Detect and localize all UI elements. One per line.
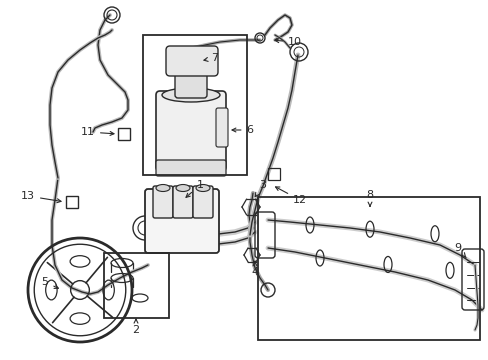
FancyBboxPatch shape [145, 189, 219, 253]
Ellipse shape [176, 185, 190, 192]
Ellipse shape [156, 185, 170, 192]
Text: 11: 11 [81, 127, 114, 137]
Bar [142, 35, 246, 175]
Ellipse shape [162, 88, 220, 102]
FancyBboxPatch shape [153, 186, 173, 218]
Text: 3: 3 [255, 180, 266, 197]
Text: 2: 2 [132, 319, 139, 335]
Text: 1: 1 [185, 180, 203, 197]
Ellipse shape [196, 185, 209, 192]
Text: 7: 7 [203, 53, 218, 63]
Bar [66, 196, 78, 208]
Text: 10: 10 [274, 37, 302, 47]
Text: 9: 9 [453, 243, 465, 258]
FancyBboxPatch shape [156, 91, 225, 171]
FancyBboxPatch shape [193, 186, 213, 218]
Text: 12: 12 [275, 187, 306, 205]
Text: 6: 6 [231, 125, 253, 135]
FancyBboxPatch shape [173, 186, 193, 218]
Text: 5: 5 [41, 277, 58, 288]
FancyBboxPatch shape [165, 46, 218, 76]
Text: 8: 8 [366, 190, 373, 206]
Bar [267, 168, 280, 180]
Bar [104, 253, 169, 318]
FancyBboxPatch shape [156, 160, 225, 176]
Text: 13: 13 [21, 191, 61, 203]
Text: 4: 4 [251, 261, 258, 277]
FancyBboxPatch shape [216, 108, 227, 147]
FancyBboxPatch shape [175, 72, 206, 98]
Bar [118, 128, 130, 140]
Bar [258, 197, 479, 340]
